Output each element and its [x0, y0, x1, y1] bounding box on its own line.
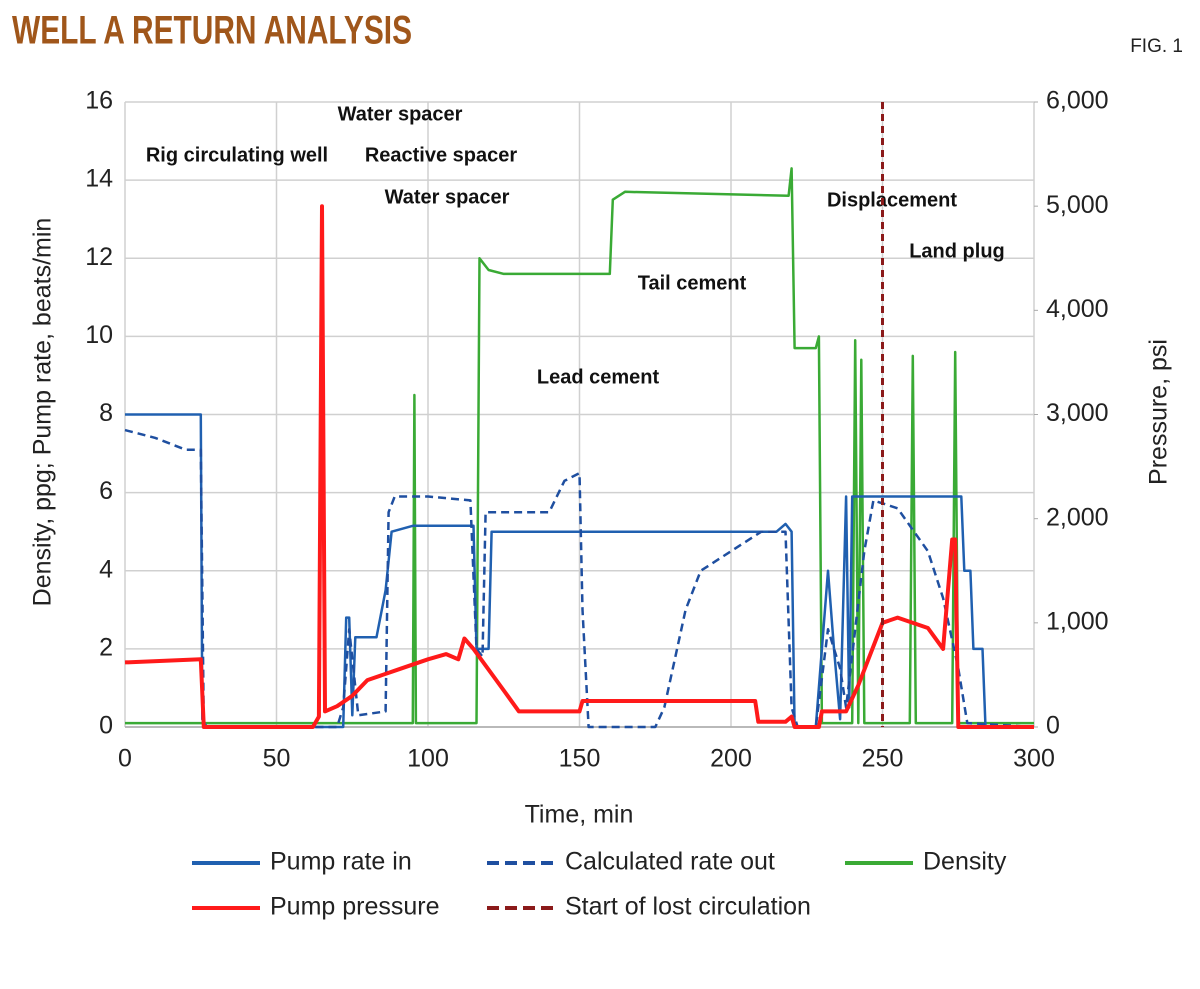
- y2-tick-label: 6,000: [1046, 87, 1109, 115]
- legend-label: Pump rate in: [270, 848, 412, 876]
- y2-tick-label: 5,000: [1046, 191, 1109, 219]
- x-tick-label: 300: [1013, 745, 1055, 773]
- legend-label: Start of lost circulation: [565, 893, 811, 921]
- y-axis-label: Density, ppg; Pump rate, beats/min: [29, 218, 57, 607]
- figure-label: FIG. 1: [1130, 36, 1183, 57]
- y-tick-label: 8: [99, 399, 113, 427]
- legend-label: Density: [923, 848, 1007, 876]
- y-tick-label: 10: [85, 321, 113, 349]
- x-axis-label: Time, min: [525, 801, 634, 829]
- x-tick-label: 200: [710, 745, 752, 773]
- y2-tick-label: 1,000: [1046, 607, 1109, 635]
- x-tick-label: 100: [407, 745, 449, 773]
- annotation: Water spacer: [338, 103, 463, 125]
- x-tick-label: 250: [862, 745, 904, 773]
- annotation: Land plug: [909, 240, 1005, 262]
- chart-title: WELL A RETURN ANALYSIS: [12, 9, 412, 53]
- series-line: [125, 167, 1034, 725]
- y2-tick-label: 2,000: [1046, 503, 1109, 531]
- y-tick-label: 0: [99, 712, 113, 740]
- legend-label: Calculated rate out: [565, 848, 775, 876]
- y2-tick-label: 0: [1046, 712, 1060, 740]
- x-tick-label: 50: [263, 745, 291, 773]
- series-line: [124, 428, 1035, 729]
- legend-label: Pump pressure: [270, 893, 440, 921]
- annotation: Lead cement: [537, 366, 660, 388]
- x-tick-label: 150: [559, 745, 601, 773]
- y2-tick-label: 3,000: [1046, 399, 1109, 427]
- y-tick-label: 12: [85, 243, 113, 271]
- series-line: [125, 413, 1034, 729]
- y-tick-label: 14: [85, 165, 113, 193]
- annotation: Water spacer: [385, 186, 510, 208]
- series-line: [124, 204, 1034, 729]
- y-tick-label: 2: [99, 633, 113, 661]
- y-tick-label: 4: [99, 555, 113, 583]
- y2-tick-label: 4,000: [1046, 295, 1109, 323]
- y-tick-label: 6: [99, 477, 113, 505]
- annotation: Displacement: [827, 189, 957, 211]
- y2-axis-label: Pressure, psi: [1145, 339, 1173, 485]
- y-tick-label: 16: [85, 87, 113, 115]
- annotation: Rig circulating well: [146, 144, 328, 166]
- annotation: Tail cement: [638, 272, 747, 294]
- annotation: Reactive spacer: [365, 144, 518, 166]
- x-tick-label: 0: [118, 745, 132, 773]
